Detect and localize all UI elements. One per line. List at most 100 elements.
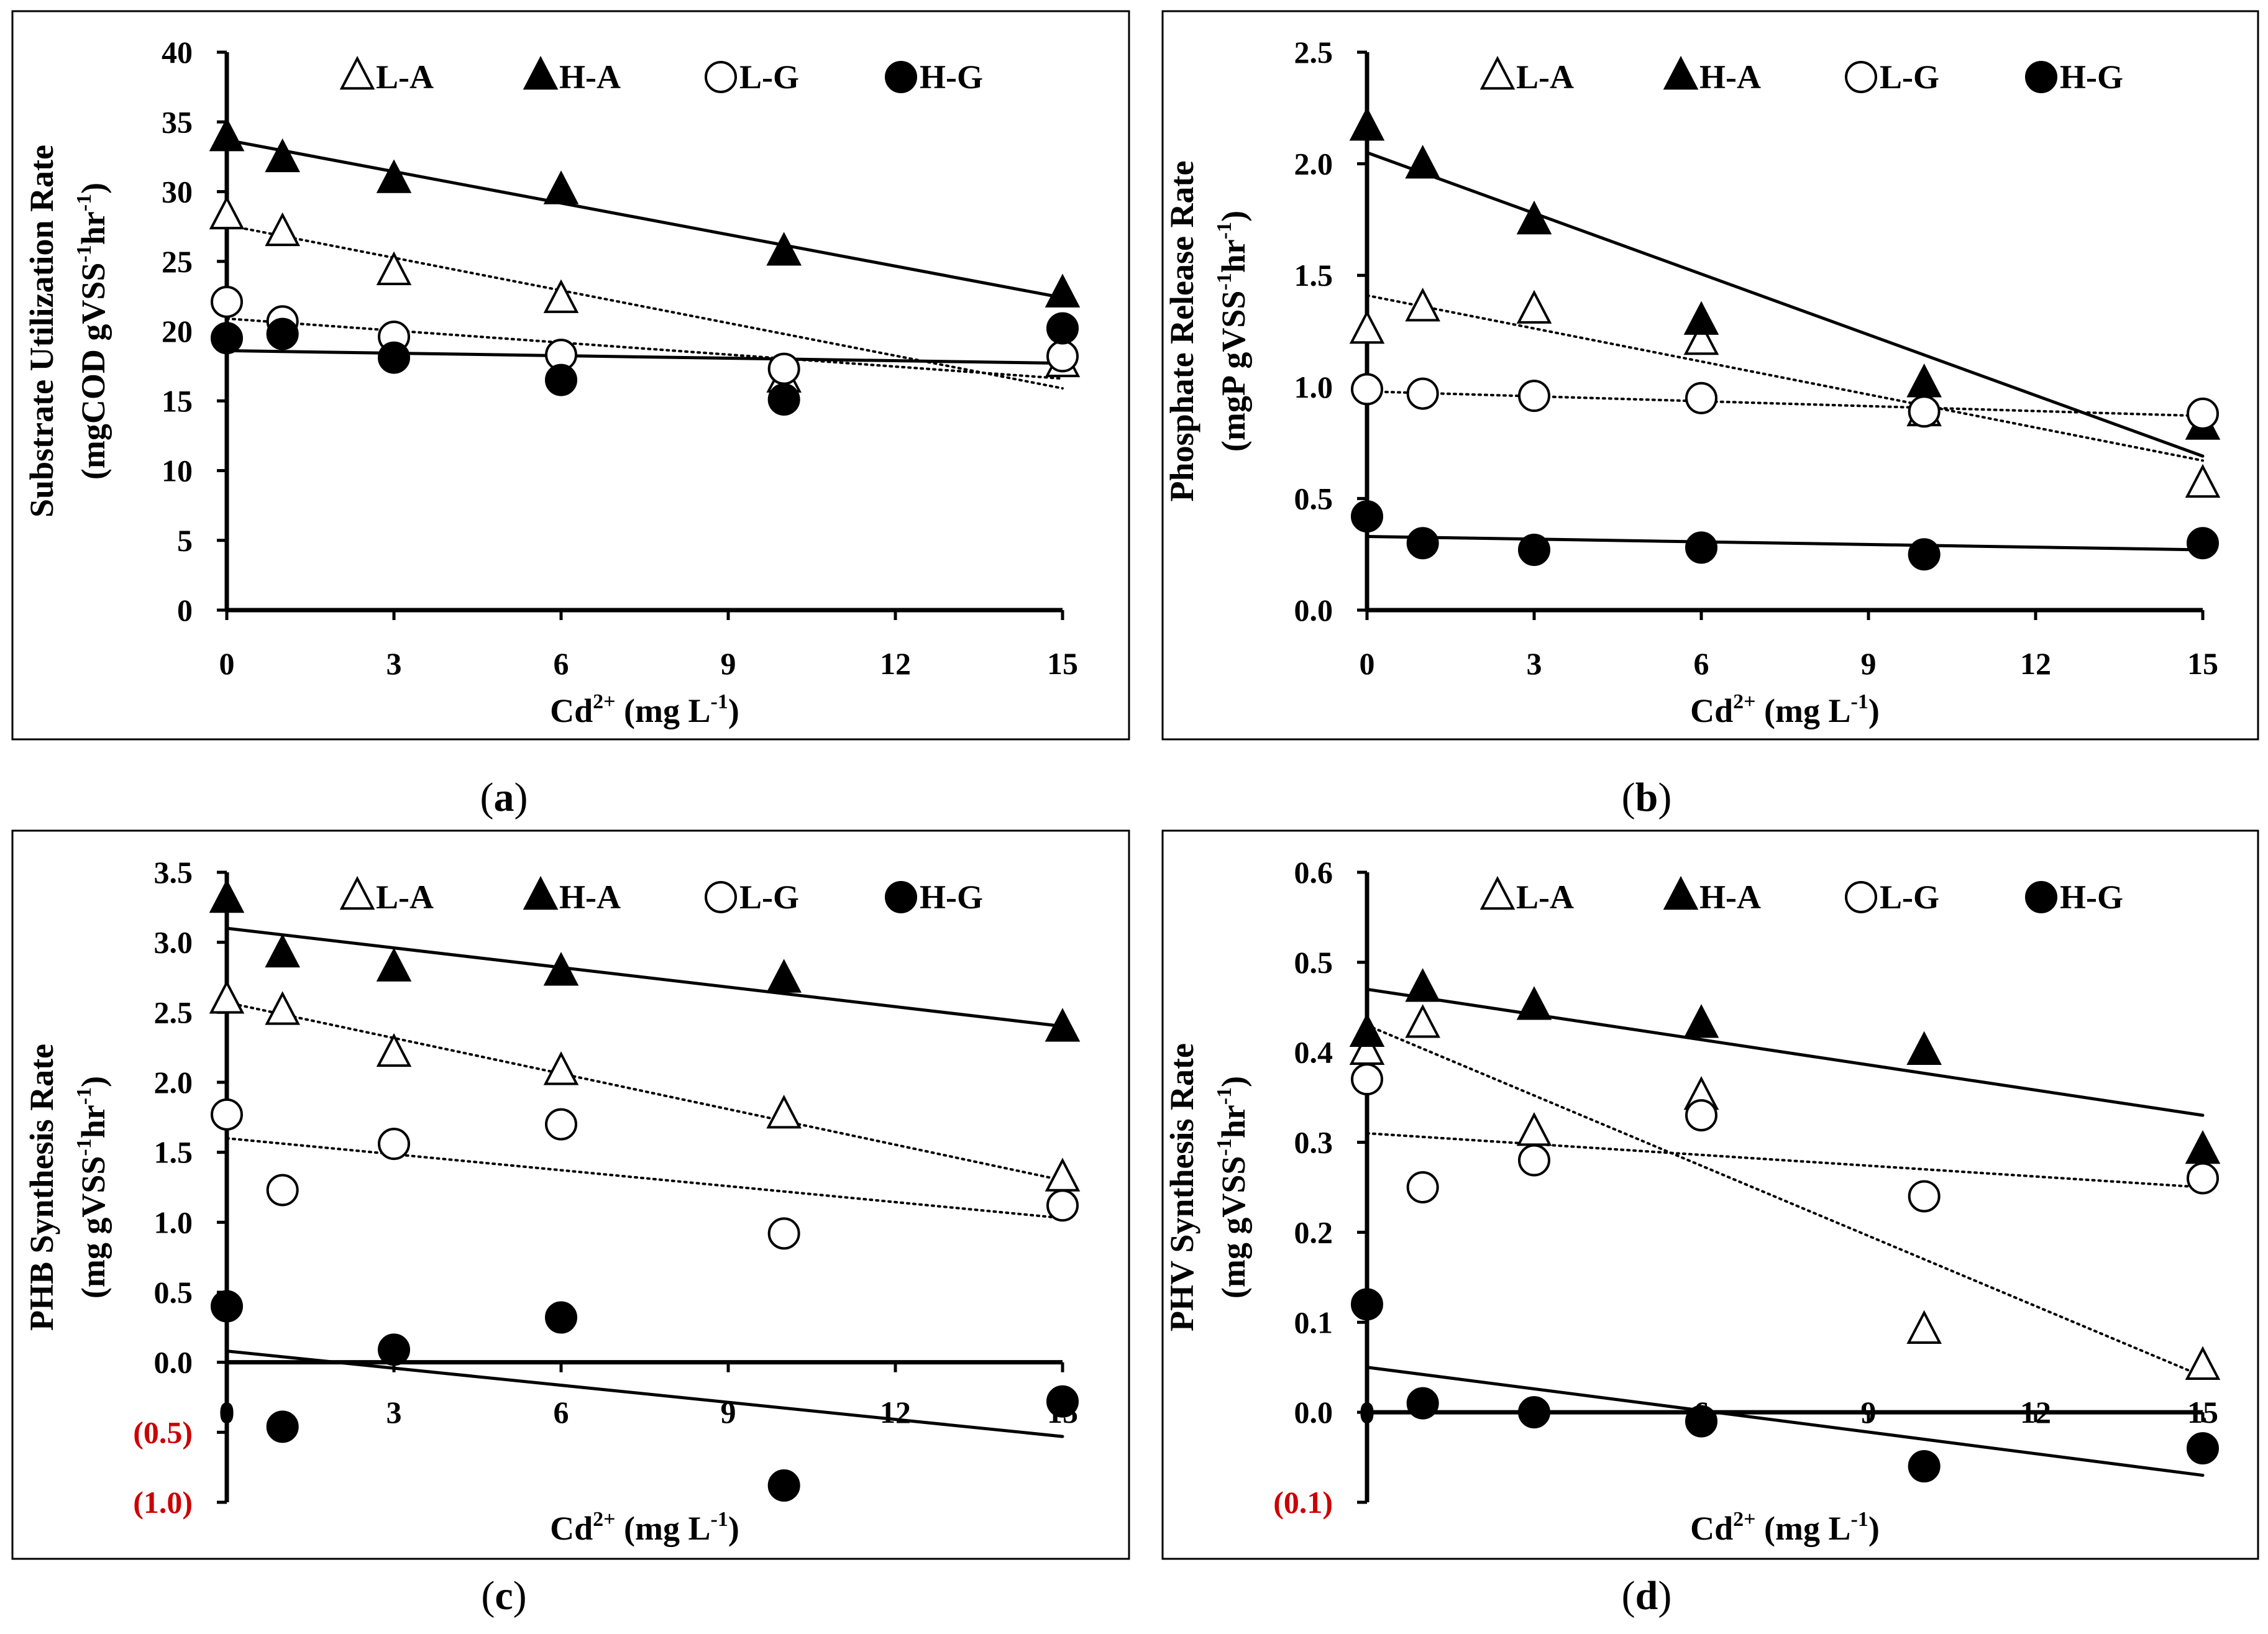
x-tick-label: 6 [554, 1395, 569, 1430]
trendline-l-a [1366, 294, 2204, 462]
legend-label: L-A [1516, 879, 1574, 916]
point-h-g [2187, 1432, 2219, 1465]
y-title-pre: (mg gVSS [75, 1156, 112, 1299]
point-l-g [1908, 395, 1941, 428]
x-title-sup2: -1 [711, 1508, 728, 1531]
point-l-a [2185, 463, 2221, 498]
point-h-a [265, 933, 300, 968]
y-axis-title-line2: (mgCOD gVSS-1hr-1) [73, 183, 112, 480]
y-title-sup2: -1 [1213, 222, 1236, 239]
point-l-a [1349, 309, 1385, 344]
point-l-g [2187, 397, 2219, 430]
point-l-a [265, 991, 300, 1025]
legend-marker-l-a [1479, 55, 1516, 90]
legend-label: H-G [920, 58, 983, 96]
panel-caption: (a) [480, 775, 528, 820]
y-tick-label: 0.0 [1294, 593, 1333, 628]
legend-marker-h-g [2025, 881, 2057, 913]
legend-entry-h-a: H-A [1663, 875, 1761, 916]
point-h-g [545, 363, 577, 396]
x-tick-label: 3 [1527, 646, 1542, 681]
point-l-a [376, 251, 412, 285]
point-l-g [211, 285, 243, 318]
trendline-h-g [225, 1349, 1064, 1438]
y-tick-label: 0.5 [1294, 481, 1333, 516]
legend-label: H-A [559, 58, 621, 96]
x-title-sup: 2+ [593, 690, 615, 713]
x-tick-label: 15 [2187, 646, 2218, 681]
x-tick-label: 0 [1360, 1395, 1375, 1430]
legend-entry-h-g: H-G [885, 58, 983, 96]
legend-label: L-G [1880, 879, 1939, 916]
x-tick-label: 6 [554, 646, 569, 681]
point-h-g [266, 317, 299, 350]
y-title-post: ) [1215, 211, 1252, 222]
legend-entry-l-a: L-A [1479, 875, 1574, 916]
trendline-h-a [225, 926, 1064, 1028]
y-tick-label: 25 [162, 244, 193, 279]
y-title-mid: hr [75, 1105, 112, 1138]
legend-marker-h-a [523, 875, 559, 910]
y-tick-label: 5 [177, 523, 193, 558]
y-tick-label: 0.5 [1294, 945, 1333, 980]
legend-entry-l-g: L-G [705, 879, 799, 916]
point-h-g [378, 341, 410, 374]
x-tick-label: 9 [1861, 1395, 1877, 1430]
point-l-a [1683, 321, 1719, 355]
legend-entry-l-a: L-A [1479, 55, 1574, 96]
x-tick-label: 3 [386, 1395, 402, 1430]
point-l-a [2185, 1346, 2221, 1380]
legend-entry-h-a: H-A [523, 875, 621, 916]
y-axis-title-line2: (mg gVSS-1hr-1) [73, 1076, 112, 1299]
y-tick-label: 30 [162, 175, 193, 209]
y-tick-label: 2.0 [1294, 147, 1333, 181]
trendline-h-g [1365, 1366, 2205, 1477]
trendline-l-a [226, 224, 1064, 390]
y-tick-label: 35 [162, 104, 193, 139]
panel-caption: (c) [481, 1573, 526, 1618]
y-title-sup1: -1 [1213, 1138, 1236, 1156]
y-tick-label: 3.5 [154, 855, 193, 890]
legend-marker-l-a [1479, 875, 1516, 910]
caption-close: ) [513, 1573, 527, 1618]
point-h-g [211, 1290, 243, 1323]
y-tick-label: 3.0 [154, 925, 193, 960]
point-l-g [1351, 1063, 1383, 1096]
point-l-a [1516, 290, 1552, 324]
legend-marker-l-g [705, 61, 737, 93]
point-h-a [209, 117, 245, 152]
x-tick-label: 12 [880, 646, 911, 681]
x-axis-title: Cd2+ (mg L-1) [1690, 690, 1880, 729]
y-title-post: ) [1215, 1076, 1252, 1087]
legend-label: L-G [739, 879, 799, 916]
y-tick-label: 0.0 [154, 1345, 193, 1380]
point-l-a [209, 195, 245, 230]
caption-open: ( [481, 1573, 495, 1618]
point-h-a [265, 138, 300, 173]
legend-entry-h-g: H-G [2025, 58, 2123, 96]
trendline-h-g [1365, 534, 2205, 552]
y-axis-title-line1: Substrate Utilization Rate [23, 145, 60, 518]
legend-label: L-G [739, 58, 799, 96]
legend-entry-l-g: L-G [705, 58, 799, 96]
y-tick-label: 2.5 [154, 995, 193, 1029]
point-l-g [545, 1108, 577, 1141]
legend-label: H-A [1699, 879, 1761, 916]
x-title-close: ) [728, 1510, 739, 1547]
y-tick-label: 15 [162, 383, 193, 418]
legend-marker-h-g [885, 881, 917, 913]
legend-entry-h-g: H-G [885, 879, 983, 916]
x-tick-label: 9 [721, 1395, 736, 1430]
point-l-g [2187, 1162, 2219, 1195]
y-tick-label: 0 [177, 593, 193, 628]
point-h-a [376, 947, 412, 982]
point-h-a [376, 159, 412, 193]
x-title-main: Cd [550, 692, 593, 729]
point-l-g [266, 1174, 299, 1207]
point-h-a [1045, 273, 1081, 308]
caption-letter: b [1635, 775, 1658, 820]
point-h-g [767, 1469, 800, 1502]
point-l-g [1518, 1144, 1550, 1177]
legend-entry-h-g: H-G [2025, 879, 2123, 916]
point-l-a [265, 212, 300, 247]
